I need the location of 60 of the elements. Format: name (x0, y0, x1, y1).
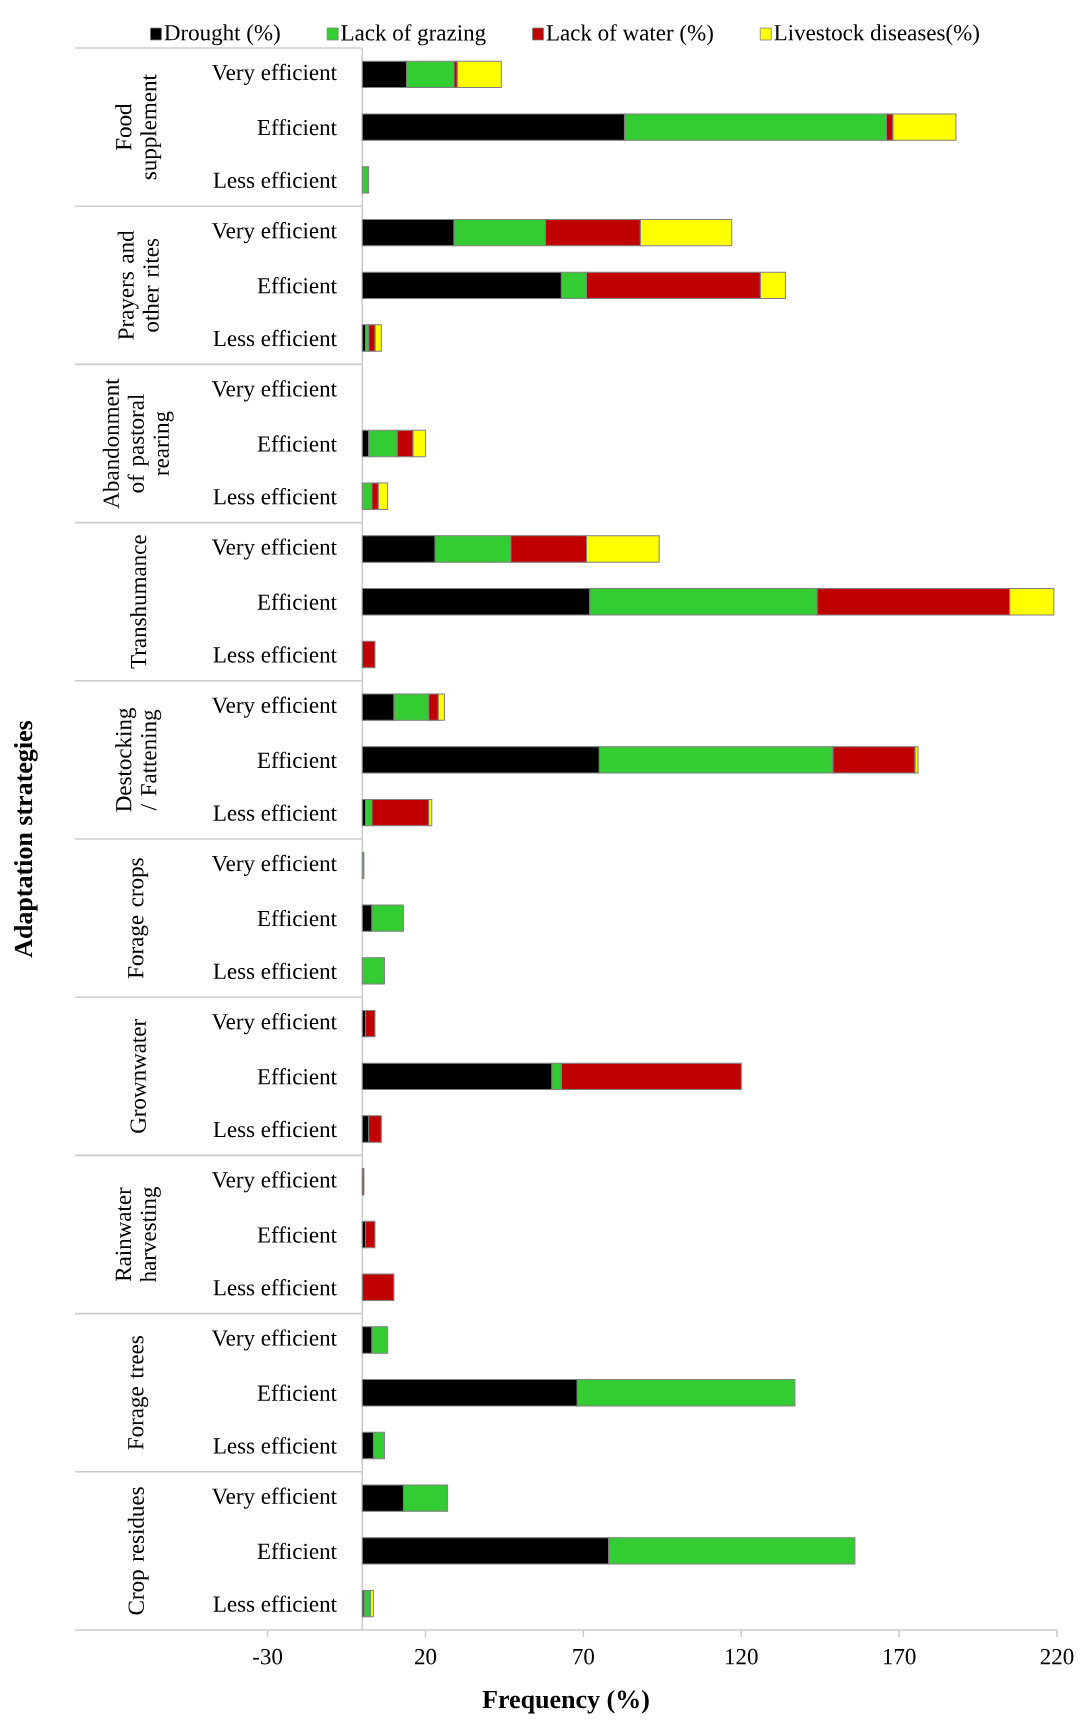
annotation: Food supplement (115, 74, 162, 180)
legend-label: Livestock diseases(%) (774, 24, 979, 46)
annotation: Crop residues (127, 1487, 149, 1615)
x-tick-label: 70 (573, 1648, 594, 1665)
x-tick-label: 120 (726, 1648, 758, 1665)
y-tick-label: Efficient (257, 118, 337, 136)
annotation: Destocking / Fattening (115, 707, 162, 812)
legend-label: Lack of grazing (341, 24, 486, 46)
y-tick-label: Efficient (257, 1384, 337, 1401)
bar (361, 166, 370, 194)
annotation: Rainwater harvesting (115, 1187, 161, 1283)
y-tick-label: Less efficient (213, 1437, 337, 1454)
y-tick-label: Very efficient (211, 1171, 337, 1193)
bar (361, 957, 385, 985)
legend-label: Drought (%) (164, 24, 280, 46)
bar (361, 1273, 395, 1301)
y-tick-label: Very efficient (211, 1013, 337, 1035)
y-tick-label: Less efficient (213, 804, 337, 821)
y-tick-label: Less efficient (213, 1120, 337, 1138)
y-tick-label: Very efficient (211, 538, 337, 560)
y-tick-label: Less efficient (213, 488, 337, 505)
annotation: Abandonment of pastoral rearing (102, 378, 174, 509)
annotation: Forage trees (128, 1336, 149, 1450)
y-tick-label: Efficient (257, 1542, 337, 1560)
annotation: Transhumance (130, 535, 147, 669)
legend-label: Lack of water (%) (546, 24, 713, 46)
annotation: Prayers and other rites (117, 230, 159, 340)
y-tick-label: Less efficient (213, 1595, 337, 1612)
bar (361, 324, 366, 352)
y-tick-label: Efficient (257, 593, 337, 610)
y-tick-label: Efficient (257, 751, 337, 769)
y-tick-label: Efficient (257, 1068, 337, 1085)
bar (364, 1009, 376, 1038)
y-tick-label: Very efficient (211, 1487, 337, 1509)
bar (361, 640, 376, 669)
y-tick-label: Very efficient (211, 222, 337, 244)
y-tick-label: Efficient (257, 435, 337, 452)
x-tick-label: 220 (1040, 1648, 1074, 1665)
y-tick-label: Less efficient (213, 171, 337, 189)
y-tick-label: Less efficient (213, 962, 337, 980)
y-tick-label: Less efficient (213, 1279, 337, 1296)
bar (456, 60, 502, 89)
y-tick-label: Efficient (257, 1226, 337, 1243)
y-tick-label: Very efficient (211, 380, 337, 402)
y-tick-label: Very efficient (211, 1329, 337, 1351)
x-axis-title: Frequency (%) (482, 1689, 649, 1714)
y-tick-label: Very efficient (211, 63, 337, 85)
y-tick-label: Very efficient (211, 696, 337, 718)
y-axis-title: Adaptation strategies (14, 720, 38, 958)
x-tick-label: 20 (414, 1648, 437, 1665)
y-tick-label: Less efficient (213, 646, 337, 663)
bar (364, 1220, 376, 1249)
y-tick-label: Less efficient (213, 329, 337, 347)
x-tick-label: 170 (883, 1648, 916, 1665)
y-tick-label: Efficient (257, 909, 337, 927)
annotation: Forage crops (128, 858, 149, 979)
y-tick-label: Efficient (257, 277, 337, 294)
x-tick-label: -30 (253, 1648, 283, 1665)
annotation: Grownwater (130, 1019, 146, 1133)
y-tick-label: Very efficient (211, 854, 337, 876)
